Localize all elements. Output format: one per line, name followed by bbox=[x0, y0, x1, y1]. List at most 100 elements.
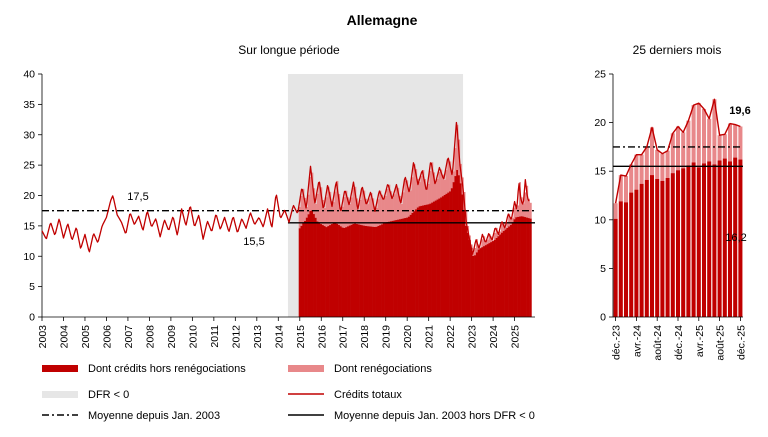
bar-hors-reneg bbox=[436, 199, 439, 317]
bar-reneg bbox=[629, 164, 634, 193]
bar-hors-reneg bbox=[691, 162, 696, 317]
x-tick-label: 2008 bbox=[144, 325, 156, 349]
bar-reneg bbox=[475, 239, 479, 253]
bar-reneg bbox=[304, 197, 307, 222]
x-tick-label: 2015 bbox=[295, 325, 307, 349]
bar-reneg bbox=[398, 195, 402, 220]
bar-hors-reneg bbox=[644, 179, 649, 317]
x-tick-label: 2023 bbox=[467, 325, 479, 349]
bar-reneg bbox=[452, 171, 455, 183]
y-tick-label: 10 bbox=[594, 214, 606, 226]
bar-hors-reneg bbox=[438, 198, 441, 317]
bar-hors-reneg bbox=[696, 167, 701, 317]
bar-hors-reneg bbox=[411, 212, 414, 317]
bar-reneg bbox=[613, 203, 618, 219]
bar-reneg bbox=[411, 177, 414, 213]
bar-reneg bbox=[350, 197, 353, 225]
bar-hors-reneg bbox=[675, 170, 681, 317]
bar-hors-reneg bbox=[506, 228, 509, 317]
bar-reneg bbox=[456, 124, 459, 170]
bar-reneg bbox=[436, 178, 439, 200]
bar-reneg bbox=[470, 244, 473, 248]
bar-hors-reneg bbox=[447, 192, 450, 317]
bar-hors-reneg bbox=[738, 159, 743, 317]
bar-reneg bbox=[644, 146, 649, 180]
bar-hors-reneg bbox=[372, 226, 375, 317]
bar-reneg bbox=[511, 217, 514, 223]
bar-hors-reneg bbox=[513, 219, 516, 317]
bar-hors-reneg bbox=[329, 225, 332, 317]
bar-hors-reneg bbox=[391, 220, 394, 317]
x-tick-label: 2020 bbox=[402, 325, 414, 349]
bar-hors-reneg bbox=[461, 194, 464, 317]
bar-hors-reneg bbox=[493, 239, 496, 317]
y-tick-label: 25 bbox=[594, 69, 606, 81]
series-credits-totaux bbox=[614, 98, 741, 204]
bar-hors-reneg bbox=[388, 221, 391, 317]
x-tick-label: 2017 bbox=[338, 325, 350, 349]
bar-hors-reneg bbox=[623, 202, 629, 317]
x-tick-label: déc.-23 bbox=[611, 325, 623, 360]
x-tick-label: déc.-25 bbox=[735, 325, 747, 360]
bar-reneg bbox=[400, 204, 403, 219]
bar-reneg bbox=[325, 197, 328, 228]
legend-item-renegociations: Dont renégociations bbox=[288, 363, 432, 375]
x-tick-label: 2021 bbox=[424, 325, 436, 349]
y-tick-label: 15 bbox=[594, 166, 606, 178]
bar-reneg bbox=[431, 162, 434, 203]
bar-hors-reneg bbox=[634, 189, 639, 317]
bar-hors-reneg bbox=[302, 223, 305, 317]
legend-item-moyenne-hors-dfr: Moyenne depuis Jan. 2003 hors DFR < 0 bbox=[288, 410, 535, 422]
y-tick-label: 0 bbox=[29, 312, 35, 324]
bar-hors-reneg bbox=[422, 205, 425, 317]
x-tick-label: avr.-25 bbox=[694, 325, 706, 357]
bar-hors-reneg bbox=[618, 201, 623, 317]
bar-hors-reneg bbox=[613, 218, 618, 317]
bar-reneg bbox=[397, 187, 400, 220]
bar-hors-reneg bbox=[502, 231, 505, 317]
bar-reneg bbox=[361, 189, 364, 226]
bar-reneg bbox=[409, 190, 412, 215]
bar-reneg bbox=[402, 192, 405, 219]
bar-hors-reneg bbox=[483, 246, 486, 317]
bar-reneg bbox=[320, 187, 323, 225]
y-tick-label: 40 bbox=[23, 69, 35, 81]
bar-reneg bbox=[479, 247, 482, 249]
right-subtitle: 25 derniers mois bbox=[633, 43, 722, 57]
bar-reneg bbox=[738, 126, 743, 160]
bar-hors-reneg bbox=[309, 210, 312, 317]
x-tick-label: 2004 bbox=[58, 325, 70, 349]
bar-hors-reneg bbox=[515, 217, 518, 317]
bar-hors-reneg bbox=[332, 223, 335, 317]
bar-hors-reneg bbox=[363, 225, 366, 317]
bar-reneg bbox=[366, 204, 369, 227]
bar-hors-reneg bbox=[517, 216, 520, 317]
bar-reneg bbox=[526, 185, 529, 218]
y-tick-label: 5 bbox=[600, 263, 606, 275]
bar-hors-reneg bbox=[486, 244, 489, 317]
bar-reneg bbox=[298, 207, 301, 229]
bar-hors-reneg bbox=[508, 226, 511, 317]
bar-hors-reneg bbox=[325, 227, 328, 317]
bar-hors-reneg bbox=[381, 224, 384, 317]
x-tick-label: déc.-24 bbox=[673, 325, 685, 360]
bar-reneg bbox=[707, 118, 712, 162]
bar-hors-reneg bbox=[305, 217, 308, 317]
bar-reneg bbox=[675, 126, 681, 171]
bar-hors-reneg bbox=[639, 183, 644, 317]
bar-hors-reneg bbox=[670, 173, 675, 317]
x-tick-label: 2006 bbox=[101, 325, 113, 349]
bar-hors-reneg bbox=[386, 222, 389, 317]
bar-hors-reneg bbox=[418, 206, 421, 317]
bar-hors-reneg bbox=[655, 178, 660, 317]
bar-hors-reneg bbox=[357, 224, 360, 317]
bar-hors-reneg bbox=[427, 204, 430, 317]
x-tick-label: 2016 bbox=[316, 325, 328, 349]
bar-hors-reneg bbox=[347, 226, 350, 317]
bar-hors-reneg bbox=[373, 226, 376, 317]
y-tick-label: 10 bbox=[23, 251, 35, 263]
bar-hors-reneg bbox=[339, 226, 342, 317]
bar-reneg bbox=[316, 193, 319, 222]
